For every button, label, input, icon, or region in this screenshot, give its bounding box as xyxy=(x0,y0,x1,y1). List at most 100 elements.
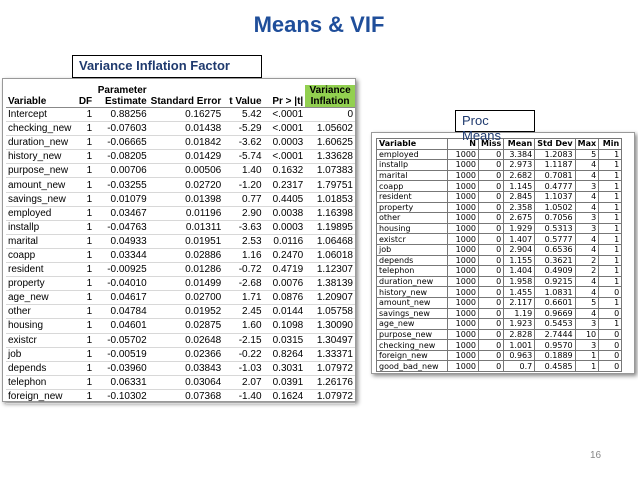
cell: 1 xyxy=(76,206,95,221)
header-text: DF xyxy=(78,96,93,107)
cell: 1.60625 xyxy=(305,135,355,151)
cell: 0.1624 xyxy=(263,389,306,404)
cell: 1.06018 xyxy=(305,248,355,264)
cell: 1.07972 xyxy=(305,389,355,404)
cell: 0.9215 xyxy=(534,275,576,288)
cell: 1 xyxy=(598,243,623,256)
cell: 1.38139 xyxy=(305,276,355,292)
header-text: Parameter xyxy=(97,85,147,96)
cell: 3 xyxy=(574,222,600,235)
cell: 1000 xyxy=(447,233,479,245)
cell: -1.20 xyxy=(223,177,264,193)
cell: 0.3031 xyxy=(263,361,306,376)
cell: resident xyxy=(6,262,77,278)
cell: 0.01499 xyxy=(148,276,224,292)
cell: 0.02875 xyxy=(148,318,224,334)
cell: 0.0003 xyxy=(263,220,306,235)
cell: 0 xyxy=(598,307,623,320)
row: property 1 -0.04010 0.01499 -2.68 0.0076 1.381… xyxy=(6,276,355,292)
cell: -0.06665 xyxy=(94,135,149,151)
cell: 0.7081 xyxy=(534,169,576,182)
cell: age_new xyxy=(6,290,77,306)
cell: 1.30497 xyxy=(305,333,355,348)
cell: foreign_new xyxy=(376,349,448,362)
cell: 1 xyxy=(598,180,623,192)
slide-title: Means & VIF xyxy=(253,12,385,37)
row: housing 1000 0 1.929 0.5313 3 1 xyxy=(376,222,623,235)
cell: savings_new xyxy=(376,307,448,320)
cell: 0 xyxy=(598,286,623,298)
cell: -0.00925 xyxy=(94,262,149,278)
cell: 1 xyxy=(76,318,95,334)
cell: 0.8264 xyxy=(263,347,306,362)
cell: 1 xyxy=(598,212,623,224)
cell: 0 xyxy=(477,169,505,182)
row: installp 1000 0 2.973 1.1187 4 1 xyxy=(376,159,623,171)
cell: other xyxy=(6,304,77,320)
cell: 1.01853 xyxy=(305,192,355,207)
vif-label: Variance Inflation Factor xyxy=(72,55,262,78)
cell: 2.845 xyxy=(503,190,536,203)
cell: 0 xyxy=(477,265,505,277)
cell: 5 xyxy=(574,148,600,161)
header-cell: Pr > |t| xyxy=(263,85,306,108)
cell: 0.6536 xyxy=(534,243,576,256)
cell: 1 xyxy=(76,262,95,278)
cell: history_new xyxy=(6,149,77,165)
cell: 2.45 xyxy=(223,304,264,320)
header-text: t Value xyxy=(229,96,262,107)
row: history_new 1000 0 1.455 1.0831 4 0 xyxy=(376,286,623,298)
cell: 2.675 xyxy=(503,212,536,224)
cell: 1 xyxy=(76,248,95,264)
cell: 0 xyxy=(477,318,505,330)
cell: 0 xyxy=(477,201,505,214)
cell: 1.455 xyxy=(503,286,536,298)
header-cell: Variance Inflation xyxy=(305,85,355,108)
cell: 1.16398 xyxy=(305,206,355,221)
cell: 0.01438 xyxy=(148,121,224,137)
cell: 0.03467 xyxy=(94,206,149,221)
cell: 1.33628 xyxy=(305,149,355,165)
cell: 0 xyxy=(598,349,623,362)
cell: existcr xyxy=(6,333,77,348)
row: foreign_new 1000 0 0.963 0.1889 1 0 xyxy=(376,349,623,362)
cell: 0.4777 xyxy=(534,180,576,192)
row: amount_new 1000 0 2.117 0.6601 5 1 xyxy=(376,296,623,309)
cell: Intercept xyxy=(6,107,77,123)
cell: 0 xyxy=(477,180,505,192)
cell: 1 xyxy=(574,349,600,362)
header-text: N xyxy=(469,139,476,149)
cell: history_new xyxy=(376,286,448,298)
header-text: Variable xyxy=(379,139,417,149)
cell: 4 xyxy=(574,243,600,256)
row: history_new 1 -0.08205 0.01429 -5.74 <.0001 1.… xyxy=(6,149,355,165)
cell: 0.0876 xyxy=(263,290,306,306)
cell: 0.04933 xyxy=(94,234,149,249)
cell: -2.68 xyxy=(223,276,264,292)
cell: 0.77 xyxy=(223,192,264,207)
cell: 0.4909 xyxy=(534,265,576,277)
cell: 1.26176 xyxy=(305,375,355,390)
cell: -5.29 xyxy=(223,121,264,137)
cell: 0.01429 xyxy=(148,149,224,165)
header-cell: DF xyxy=(76,85,95,108)
row: property 1000 0 2.358 1.0502 4 1 xyxy=(376,201,623,214)
cell: 0 xyxy=(598,360,623,373)
cell: -0.05702 xyxy=(94,333,149,348)
cell: 1 xyxy=(598,233,623,245)
cell: marital xyxy=(376,169,448,182)
cell: 4 xyxy=(574,233,600,245)
cell: 0.0391 xyxy=(263,375,306,390)
cell: 1 xyxy=(76,220,95,235)
cell: 1 xyxy=(76,135,95,151)
cell: existcr xyxy=(376,233,448,245)
cell: 1 xyxy=(598,296,623,309)
cell: 1.1187 xyxy=(534,159,576,171)
cell: 3 xyxy=(574,180,600,192)
cell: 0.2470 xyxy=(263,248,306,264)
cell: 1.0831 xyxy=(534,286,576,298)
cell: 0.03344 xyxy=(94,248,149,264)
cell: coapp xyxy=(376,180,448,192)
cell: -5.74 xyxy=(223,149,264,165)
cell: 1000 xyxy=(447,349,479,362)
